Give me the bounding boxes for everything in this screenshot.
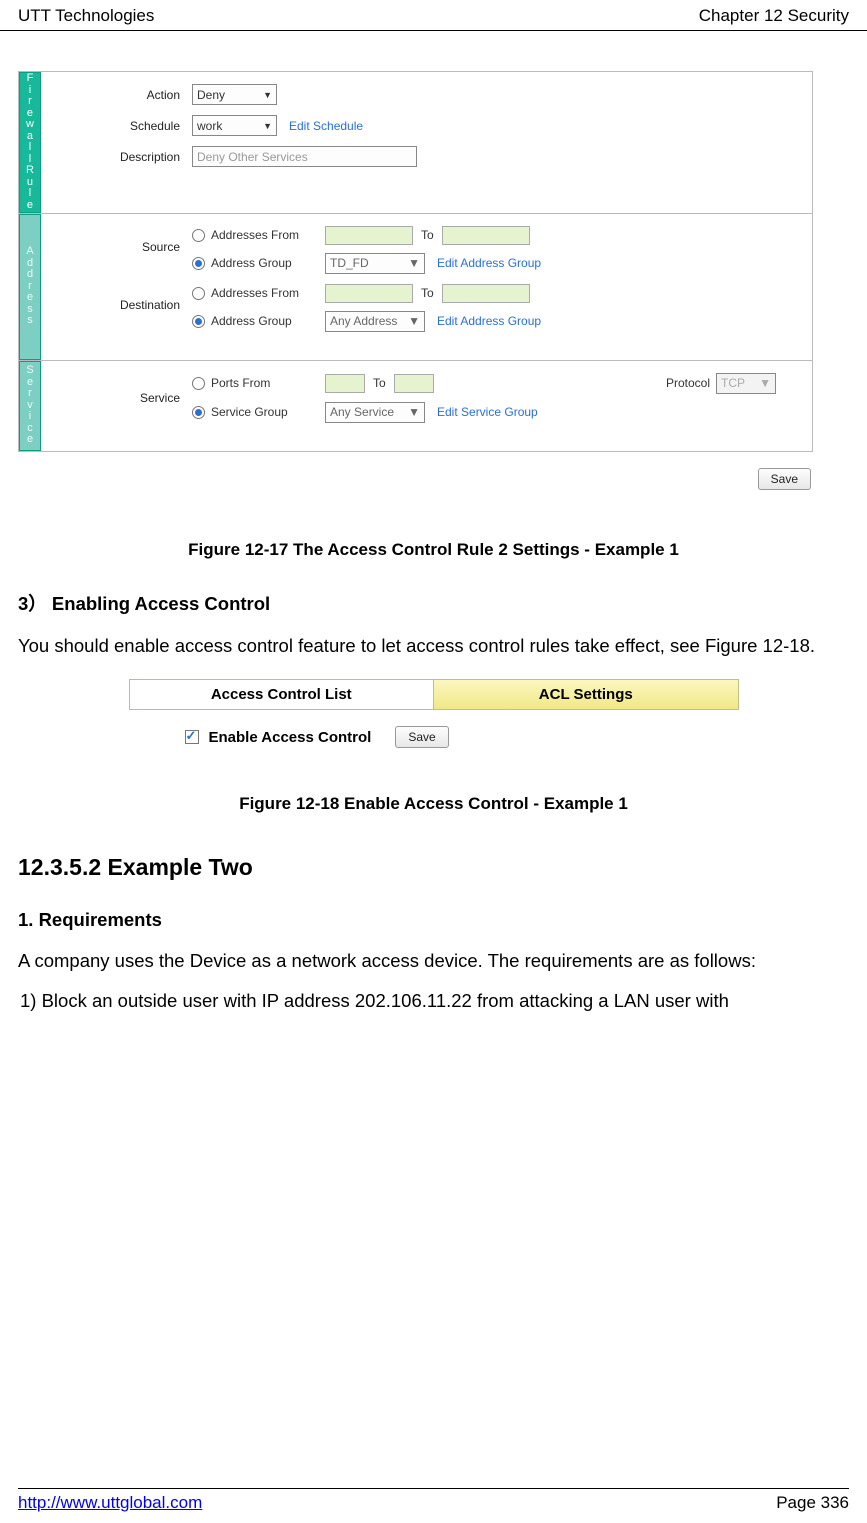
header-left: UTT Technologies (18, 6, 154, 26)
dst-ip-to[interactable] (442, 284, 530, 303)
edit-address-group-link[interactable]: Edit Address Group (437, 314, 541, 328)
edit-schedule-link[interactable]: Edit Schedule (289, 119, 363, 133)
requirement-item-1: 1) Block an outside user with IP address… (18, 987, 849, 1015)
edit-service-group-link[interactable]: Edit Service Group (437, 405, 538, 419)
src-ip-to[interactable] (442, 226, 530, 245)
caret-icon: ▼ (263, 121, 272, 131)
radio-label-ports-from: Ports From (211, 376, 313, 390)
caret-icon: ▼ (759, 376, 771, 390)
action-label: Action (47, 88, 192, 102)
radio-label-addresses-from: Addresses From (211, 286, 313, 300)
src-ip-from[interactable] (325, 226, 413, 245)
radio-label-service-group: Service Group (211, 405, 313, 419)
radio-dst-address-group[interactable] (192, 315, 205, 328)
caret-icon: ▼ (408, 256, 420, 270)
section-heading-example-two: 12.3.5.2 Example Two (18, 854, 849, 881)
save-button[interactable]: Save (395, 726, 448, 748)
schedule-select[interactable]: work ▼ (192, 115, 277, 136)
service-group-select[interactable]: Any Service ▼ (325, 402, 425, 423)
requirements-text: A company uses the Device as a network a… (18, 947, 849, 975)
footer-url-link[interactable]: http://www.uttglobal.com (18, 1493, 202, 1513)
save-button[interactable]: Save (758, 468, 811, 490)
page-footer: http://www.uttglobal.com Page 336 (18, 1488, 849, 1513)
radio-src-address-group[interactable] (192, 257, 205, 270)
panel-firewall-rule: FirewallRule Action Deny ▼ Schedule work… (19, 72, 812, 214)
port-to[interactable] (394, 374, 434, 393)
description-input[interactable]: Deny Other Services (192, 146, 417, 167)
panel-address: Address Source Addresses From To (19, 214, 812, 361)
destination-label: Destination (47, 284, 192, 312)
src-group-select[interactable]: TD_FD ▼ (325, 253, 425, 274)
tab-acl-settings[interactable]: ACL Settings (433, 679, 739, 710)
panel-service: Service Service Ports From To Protocol (19, 361, 812, 451)
dst-group-select[interactable]: Any Address ▼ (325, 311, 425, 332)
radio-src-addresses-from[interactable] (192, 229, 205, 242)
protocol-label: Protocol (666, 376, 710, 390)
page-header: UTT Technologies Chapter 12 Security (0, 0, 867, 31)
to-label: To (421, 286, 434, 300)
requirements-heading: 1. Requirements (18, 909, 849, 931)
source-label: Source (47, 226, 192, 254)
to-label: To (373, 376, 386, 390)
edit-address-group-link[interactable]: Edit Address Group (437, 256, 541, 270)
panel-tab-firewall[interactable]: FirewallRule (19, 72, 41, 213)
footer-page-number: Page 336 (776, 1493, 849, 1513)
radio-dst-addresses-from[interactable] (192, 287, 205, 300)
radio-label-address-group: Address Group (211, 314, 313, 328)
panel-tab-service[interactable]: Service (19, 361, 41, 451)
step-3-heading: 3） Enabling Access Control (18, 590, 849, 616)
action-select[interactable]: Deny ▼ (192, 84, 277, 105)
radio-label-address-group: Address Group (211, 256, 313, 270)
caret-icon: ▼ (408, 314, 420, 328)
enable-access-control-checkbox[interactable] (185, 730, 199, 744)
figure-caption-12-18: Figure 12-18 Enable Access Control - Exa… (18, 794, 849, 814)
step-3-text: You should enable access control feature… (18, 632, 849, 660)
description-label: Description (47, 150, 192, 164)
to-label: To (421, 228, 434, 242)
dst-ip-from[interactable] (325, 284, 413, 303)
caret-icon: ▼ (263, 90, 272, 100)
screenshot-firewall-rule: FirewallRule Action Deny ▼ Schedule work… (18, 71, 813, 452)
radio-service-group[interactable] (192, 406, 205, 419)
radio-label-addresses-from: Addresses From (211, 228, 313, 242)
port-from[interactable] (325, 374, 365, 393)
tab-access-control-list[interactable]: Access Control List (129, 679, 434, 710)
schedule-label: Schedule (47, 119, 192, 133)
radio-ports-from[interactable] (192, 377, 205, 390)
protocol-select[interactable]: TCP ▼ (716, 373, 776, 394)
panel-tab-address[interactable]: Address (19, 214, 41, 360)
service-label: Service (47, 373, 192, 405)
header-right: Chapter 12 Security (699, 6, 849, 26)
figure-caption-12-17: Figure 12-17 The Access Control Rule 2 S… (18, 540, 849, 560)
caret-icon: ▼ (408, 405, 420, 419)
screenshot-acl-settings: Access Control List ACL Settings Enable … (129, 679, 739, 766)
enable-access-control-label: Enable Access Control (209, 729, 372, 746)
